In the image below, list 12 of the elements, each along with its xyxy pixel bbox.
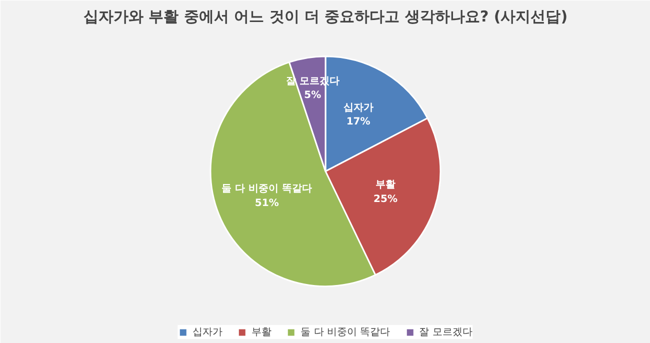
legend-label: 잘 모르겠다 [419,326,472,339]
legend-label: 부활 [252,326,272,339]
slice-label: 둘 다 비중이 똑같다 [222,183,312,194]
data-label: 17% [346,116,370,128]
legend-label: 둘 다 비중이 똑같다 [300,326,390,339]
data-label: 5% [304,90,322,102]
chart-title: 십자가와 부활 중에서 어느 것이 더 중요하다고 생각하나요? (사지선답) [83,8,568,26]
data-label: 25% [374,194,398,205]
slice-label: 십자가 [343,102,374,114]
data-label: 51% [254,198,279,209]
slice-label: 부활 [376,179,396,190]
legend-label: 십자가 [192,326,223,339]
